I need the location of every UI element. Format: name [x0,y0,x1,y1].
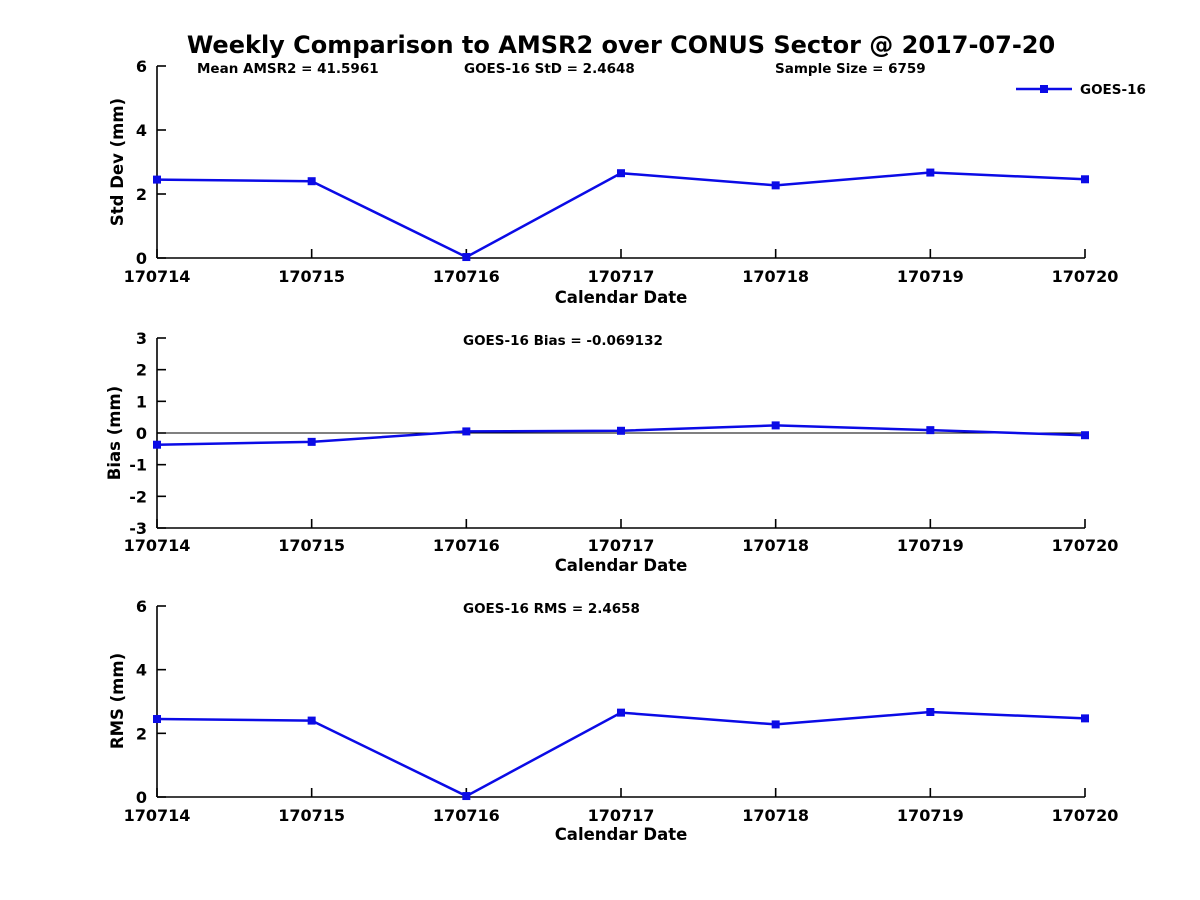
x-tick-label: 170714 [124,536,191,555]
data-point-marker [1081,714,1089,723]
x-tick-label: 170719 [897,536,964,555]
y-tick-label: 2 [136,361,147,380]
figure-title: Weekly Comparison to AMSR2 over CONUS Se… [187,31,1055,59]
data-point-marker [771,421,780,430]
annotation-goes16-rms: GOES-16 RMS = 2.4658 [463,601,640,617]
x-tick-label: 170719 [897,806,964,825]
y-tick-label: 1 [136,392,147,411]
y-tick-label: 6 [136,57,147,76]
x-tick-label: 170720 [1052,267,1119,286]
x-tick-label: 170714 [124,806,191,825]
xlabel-rms: Calendar Date [555,825,688,844]
data-point-marker [153,440,161,449]
x-tick-label: 170715 [278,536,345,555]
subplot-stddev: Mean AMSR2 = 41.5961 GOES-16 StD = 2.464… [108,57,1118,307]
x-tick-label: 170718 [742,806,809,825]
ylabel-bias: Bias (mm) [105,386,124,480]
x-tick-label: 170715 [278,806,345,825]
annotation-goes16-bias: GOES-16 Bias = -0.069132 [463,333,663,349]
data-point-marker [617,169,625,178]
x-tick-label: 170715 [278,267,345,286]
data-point-marker [617,426,625,435]
x-tick-label: 170714 [124,267,191,286]
ylabel-rms: RMS (mm) [108,653,127,749]
y-tick-label: 0 [136,788,147,807]
data-point-marker [153,715,161,724]
y-tick-label: 0 [136,249,147,268]
legend-square-marker-icon [1040,85,1048,93]
y-tick-label: 4 [136,121,147,140]
axes-rms: 0 2 4 6 170714 170715 170716 170717 170718 170719… [124,597,1119,825]
y-tick-label: 3 [136,329,147,348]
x-tick-label: 170717 [588,806,655,825]
series-line [156,171,1086,259]
data-point-marker [1081,175,1089,184]
data-point-marker [771,181,780,190]
data-point-marker [462,792,471,801]
data-point-marker [307,437,316,446]
y-tick-label: -3 [129,519,147,538]
series-line [156,710,1086,798]
x-tick-label: 170718 [742,267,809,286]
y-tick-label: -2 [129,487,147,506]
x-tick-label: 170718 [742,536,809,555]
y-tick-label: 0 [136,424,147,443]
legend-label: GOES-16 [1080,82,1146,98]
x-tick-label: 170720 [1052,806,1119,825]
x-tick-label: 170719 [897,267,964,286]
data-point-marker [307,716,316,725]
ylabel-stddev: Std Dev (mm) [108,98,127,226]
y-tick-label: 2 [136,185,147,204]
legend: GOES-16 [1016,82,1146,98]
data-point-marker [926,168,935,177]
x-tick-label: 170716 [433,536,500,555]
y-tick-label: -1 [129,456,147,475]
annotation-sample-size: Sample Size = 6759 [775,61,926,77]
data-point-marker [462,427,471,436]
subplot-rms: GOES-16 RMS = 2.4658 RMS (mm) Calendar D… [108,597,1118,844]
x-tick-label: 170717 [588,267,655,286]
data-point-marker [617,708,625,717]
data-point-marker [926,708,935,717]
x-tick-label: 170716 [433,806,500,825]
annotation-mean-amsr2: Mean AMSR2 = 41.5961 [197,61,379,77]
axes-stddev: 0 2 4 6 170714 170715 170716 170717 170718 170719… [124,57,1119,286]
annotation-goes16-std: GOES-16 StD = 2.4648 [464,61,635,77]
xlabel-stddev: Calendar Date [555,288,688,307]
subplot-bias: GOES-16 Bias = -0.069132 Bias (mm) Calen… [105,329,1118,575]
data-point-marker [307,177,316,186]
y-tick-label: 2 [136,724,147,743]
xlabel-bias: Calendar Date [555,556,688,575]
y-tick-label: 4 [136,661,147,680]
y-tick-label: 6 [136,597,147,616]
data-point-marker [153,175,161,184]
x-tick-label: 170720 [1052,536,1119,555]
x-tick-label: 170716 [433,267,500,286]
data-point-marker [771,720,780,729]
data-point-marker [926,426,935,435]
data-point-marker [462,253,471,262]
x-tick-label: 170717 [588,536,655,555]
data-point-marker [1081,431,1089,440]
